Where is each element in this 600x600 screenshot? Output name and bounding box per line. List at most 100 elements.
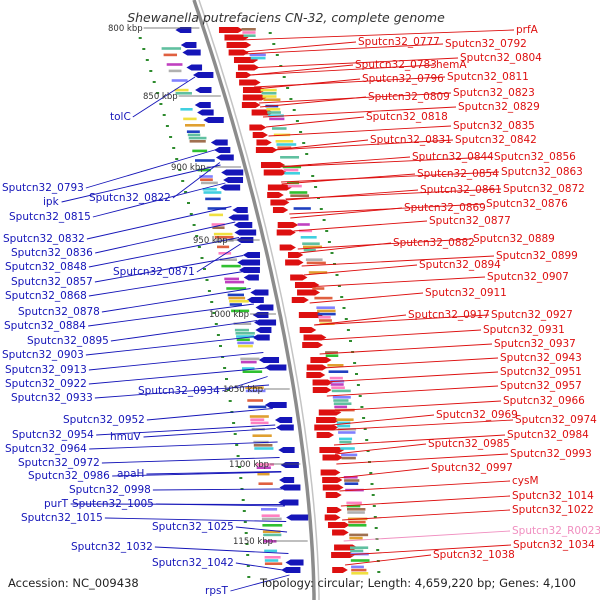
gene-label[interactable]: Sputcn32_0877 <box>429 215 511 227</box>
gene-label[interactable]: Sputcn32_0911 <box>425 287 507 299</box>
gene-label[interactable]: Sputcn32_0957 <box>500 380 582 392</box>
cog-category-bar <box>205 197 221 201</box>
gene-label[interactable]: Sputcn32_0934 <box>138 385 220 397</box>
gene-label[interactable]: Sputcn32_0822 <box>89 192 171 204</box>
gene-label[interactable]: Sputcn32_0878 <box>18 306 100 318</box>
gene-label[interactable]: Sputcn32_1025 <box>152 521 234 533</box>
gene-label[interactable]: Sputcn32_0809 <box>368 91 450 103</box>
gene-label[interactable]: Sputcn32_0974 <box>515 414 597 426</box>
gene-label[interactable]: Sputcn32_0861 <box>420 184 502 196</box>
gene-label[interactable]: Sputcn32_1032 <box>71 541 153 553</box>
gene-label[interactable]: Sputcn32_0793 <box>2 182 84 194</box>
gene-label[interactable]: hemA <box>436 59 467 71</box>
gene-label[interactable]: Sputcn32_0829 <box>458 101 540 113</box>
gene-label[interactable]: Sputcn32_0922 <box>5 378 87 390</box>
gene-label[interactable]: Sputcn32_0917 <box>408 309 490 321</box>
gene-label[interactable]: Sputcn32_1005 <box>72 498 154 510</box>
gene-label[interactable]: Sputcn32_1014 <box>512 490 594 502</box>
gene-label[interactable]: Sputcn32_0831 <box>370 134 452 146</box>
gene-label[interactable]: Sputcn32_0895 <box>27 335 109 347</box>
gene-label[interactable]: Sputcn32_0882 <box>393 237 475 249</box>
cog-category-bar <box>264 549 278 553</box>
gene-label[interactable]: ipk <box>43 196 60 208</box>
gc-skew-dot <box>289 98 293 100</box>
gene-label[interactable]: Sputcn32_0943 <box>500 352 582 364</box>
gene-label[interactable]: Sputcn32_1038 <box>433 549 515 561</box>
gene-label[interactable]: Sputcn32_0964 <box>5 443 87 455</box>
gene-label[interactable]: Sputcn32_0863 <box>501 166 583 178</box>
gene-label[interactable]: Sputcn32_0884 <box>4 320 86 332</box>
gene-label[interactable]: Sputcn32_0848 <box>5 261 87 273</box>
gene-label[interactable]: Sputcn32_0907 <box>487 271 569 283</box>
gc-skew-dot <box>275 54 279 56</box>
gene-label[interactable]: Sputcn32_0894 <box>419 259 501 271</box>
gene-label[interactable]: Sputcn32_0869 <box>404 202 486 214</box>
gene-label[interactable]: Sputcn32_0783 <box>355 59 437 71</box>
gene-label[interactable]: purT <box>44 498 69 510</box>
leader-line <box>277 156 493 168</box>
gene-label[interactable]: Sputcn32_0842 <box>455 134 537 146</box>
gene-label[interactable]: Sputcn32_0857 <box>11 276 93 288</box>
gene-label[interactable]: rpsT <box>205 585 228 597</box>
gene-label[interactable]: cysM <box>512 475 539 487</box>
cog-category-bar <box>261 92 277 95</box>
gene-label[interactable]: Sputcn32_0854 <box>417 168 499 180</box>
gene-label[interactable]: Sputcn32_0985 <box>428 438 510 450</box>
gene-label[interactable]: Sputcn32_0986 <box>28 470 110 482</box>
cog-category-bar <box>171 79 188 82</box>
gene-label[interactable]: Sputcn32_0832 <box>3 233 85 245</box>
gene-label[interactable]: Sputcn32_0811 <box>447 71 529 83</box>
gene-label[interactable]: Sputcn32_0954 <box>12 429 94 441</box>
gene-label[interactable]: Sputcn32_0933 <box>11 392 93 404</box>
gene-label[interactable]: Sputcn32_0913 <box>5 364 87 376</box>
gene-label[interactable]: Sputcn32_R0023 <box>512 525 600 537</box>
gene-label[interactable]: Sputcn32_0997 <box>431 462 513 474</box>
gene-label[interactable]: Sputcn32_0899 <box>496 250 578 262</box>
gene-label[interactable]: Sputcn32_0952 <box>63 414 145 426</box>
cog-category-bar <box>347 508 366 511</box>
gene-label[interactable]: Sputcn32_0796 <box>362 73 444 85</box>
gene-label[interactable]: Sputcn32_0951 <box>500 366 582 378</box>
gene-label[interactable]: Sputcn32_0931 <box>483 324 565 336</box>
gene-label[interactable]: Sputcn32_0844 <box>412 151 494 163</box>
forward-gene-arrow <box>277 222 299 228</box>
cog-category-bar <box>187 133 201 137</box>
gene-label[interactable]: Sputcn32_0937 <box>494 338 576 350</box>
gene-label[interactable]: Sputcn32_0998 <box>69 484 151 496</box>
gene-label[interactable]: Sputcn32_0993 <box>510 448 592 460</box>
forward-gene-arrow <box>297 289 321 296</box>
gene-label[interactable]: Sputcn32_0984 <box>507 429 589 441</box>
gene-label[interactable]: Sputcn32_0792 <box>445 38 527 50</box>
gene-label[interactable]: Sputcn32_0966 <box>503 395 585 407</box>
gene-label[interactable]: Sputcn32_1034 <box>513 539 595 551</box>
gc-skew-dot <box>172 147 176 149</box>
gene-label[interactable]: Sputcn32_0804 <box>460 52 542 64</box>
gene-label[interactable]: Sputcn32_0969 <box>436 409 518 421</box>
gene-label[interactable]: Sputcn32_1022 <box>512 504 594 516</box>
gene-label[interactable]: Sputcn32_0856 <box>494 151 576 163</box>
gene-label[interactable]: Sputcn32_0927 <box>491 309 573 321</box>
gene-label[interactable]: tolC <box>110 111 131 123</box>
gene-label[interactable]: Sputcn32_0871 <box>113 266 195 278</box>
gene-label[interactable]: Sputcn32_0889 <box>473 233 555 245</box>
tick-label: 850 kbp <box>143 92 178 102</box>
leader-line <box>243 41 357 53</box>
gene-label[interactable]: Sputcn32_0872 <box>503 183 585 195</box>
gene-label[interactable]: Sputcn32_0903 <box>2 349 84 361</box>
gene-label[interactable]: Sputcn32_1015 <box>21 512 103 524</box>
gene-label[interactable]: hmuV <box>110 431 142 443</box>
gene-label[interactable]: Sputcn32_0972 <box>18 457 100 469</box>
gene-label[interactable]: Sputcn32_0868 <box>5 290 87 302</box>
gene-label[interactable]: Sputcn32_0815 <box>9 211 91 223</box>
gene-label[interactable]: Sputcn32_0777 <box>358 36 440 48</box>
gene-label[interactable]: prfA <box>516 24 539 36</box>
cog-category-bar <box>247 399 263 402</box>
gene-label[interactable]: Sputcn32_0835 <box>453 120 535 132</box>
gene-label[interactable]: Sputcn32_0818 <box>366 111 448 123</box>
gene-label[interactable]: Sputcn32_0836 <box>11 247 93 259</box>
gene-label[interactable]: Sputcn32_1042 <box>152 557 234 569</box>
gene-label[interactable]: apaH <box>117 468 144 480</box>
gene-label[interactable]: Sputcn32_0823 <box>453 87 535 99</box>
gene-label[interactable]: Sputcn32_0876 <box>486 198 568 210</box>
